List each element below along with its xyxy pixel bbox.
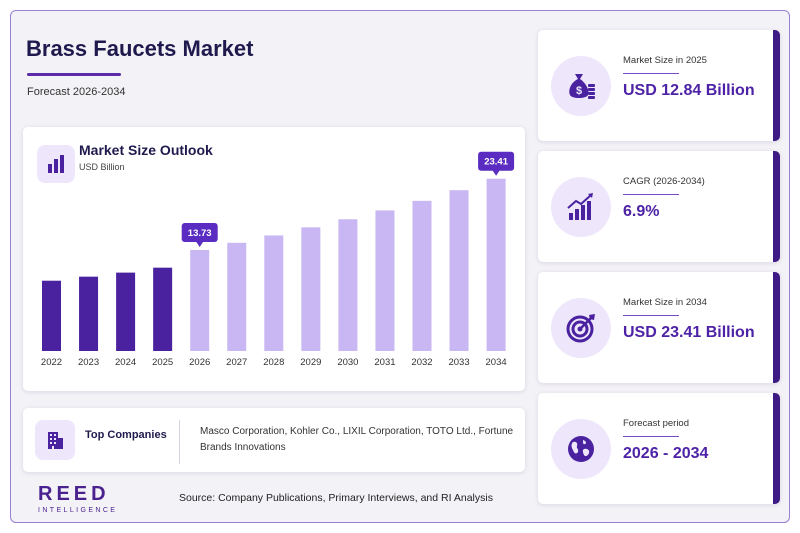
chart-title: Market Size Outlook xyxy=(79,142,213,158)
chart-card: Market Size Outlook USD Billion 2022 2023… xyxy=(23,127,525,391)
stat-rule xyxy=(623,315,679,316)
card-accent xyxy=(773,30,780,141)
stat-value: 6.9% xyxy=(623,203,660,220)
bar-2034 xyxy=(486,178,506,351)
bar-2026 xyxy=(190,249,210,351)
page-subtitle: Forecast 2026-2034 xyxy=(27,86,126,98)
bar-2033 xyxy=(449,190,469,351)
bar-2023 xyxy=(79,276,99,351)
data-label: 23.41 xyxy=(478,151,515,176)
chart-unit: USD Billion xyxy=(79,162,125,172)
x-tick-label: 2034 xyxy=(486,357,507,368)
x-tick-label: 2030 xyxy=(337,357,358,368)
source-note: Source: Company Publications, Primary In… xyxy=(179,492,493,504)
brand-name: REED xyxy=(38,483,110,505)
building-icon xyxy=(35,420,75,460)
x-tick-label: 2022 xyxy=(41,357,62,368)
data-label: 13.73 xyxy=(181,222,218,247)
x-tick-label: 2032 xyxy=(411,357,432,368)
stat-card-forecast-period: Forecast period 2026 - 2034 xyxy=(538,393,780,504)
stat-label: CAGR (2026-2034) xyxy=(623,176,705,187)
bar-2028 xyxy=(264,235,284,351)
brand-sub: INTELLIGENCE xyxy=(38,507,118,514)
bar-2024 xyxy=(116,272,136,351)
stat-card-market-size-2025: $ Market Size in 2025 USD 12.84 Billion xyxy=(538,30,780,141)
x-tick-label: 2026 xyxy=(189,357,210,368)
svg-text:$: $ xyxy=(576,85,582,97)
stat-rule xyxy=(623,194,679,195)
x-tick-label: 2029 xyxy=(300,357,321,368)
globe-icon xyxy=(551,419,611,479)
x-tick-label: 2033 xyxy=(448,357,469,368)
bar-2031 xyxy=(375,210,395,351)
svg-text:13.73: 13.73 xyxy=(188,228,212,239)
card-accent xyxy=(773,151,780,262)
bar-2027 xyxy=(227,242,247,351)
bar-2029 xyxy=(301,227,321,351)
x-tick-label: 2031 xyxy=(374,357,395,368)
stat-value: USD 23.41 Billion xyxy=(623,324,755,341)
stat-card-market-size-2034: Market Size in 2034 USD 23.41 Billion xyxy=(538,272,780,383)
bar-2030 xyxy=(338,219,358,351)
page-title: Brass Faucets Market xyxy=(26,36,254,61)
stat-rule xyxy=(623,436,679,437)
bar-chart-icon xyxy=(37,145,75,183)
bar-2022 xyxy=(42,280,61,351)
x-tick-label: 2023 xyxy=(78,357,99,368)
x-tick-label: 2027 xyxy=(226,357,247,368)
x-tick-label: 2024 xyxy=(115,357,136,368)
companies-list: Masco Corporation, Kohler Co., LIXIL Cor… xyxy=(200,426,514,453)
stat-label: Forecast period xyxy=(623,418,690,429)
card-accent xyxy=(773,272,780,383)
bar-2032 xyxy=(412,200,432,351)
stat-value: USD 12.84 Billion xyxy=(623,82,755,99)
stat-label: Market Size in 2034 xyxy=(623,297,707,308)
x-tick-label: 2028 xyxy=(263,357,284,368)
companies-card: Top Companies Masco Corporation, Kohler … xyxy=(23,408,525,472)
companies-label: Top Companies xyxy=(85,429,167,441)
stat-label: Market Size in 2025 xyxy=(623,55,707,66)
bar-2025 xyxy=(153,267,173,351)
brand-logo: REED INTELLIGENCE xyxy=(38,484,117,514)
card-accent xyxy=(773,393,780,504)
x-tick-label: 2025 xyxy=(152,357,173,368)
title-underline xyxy=(27,73,121,76)
stat-value: 2026 - 2034 xyxy=(623,445,709,462)
svg-text:23.41: 23.41 xyxy=(484,157,508,168)
bar-chart: 2022 2023 2024 2025 2026 2027 2028 2029 2030 2031… xyxy=(41,151,515,368)
target-icon xyxy=(551,298,611,358)
stat-card-cagr: CAGR (2026-2034) 6.9% xyxy=(538,151,780,262)
stat-rule xyxy=(623,73,679,74)
money-bag-icon: $ xyxy=(551,56,611,116)
growth-chart-icon xyxy=(551,177,611,237)
companies-divider xyxy=(179,420,180,464)
